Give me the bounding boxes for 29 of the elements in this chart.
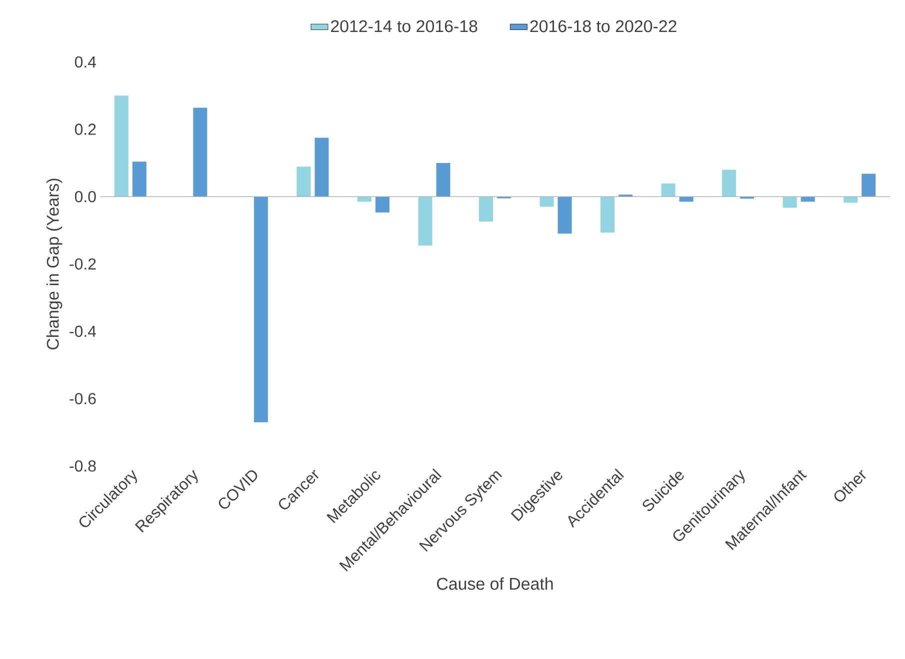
bar — [479, 196, 494, 222]
bar — [114, 96, 128, 197]
bar — [132, 162, 146, 197]
x-axis-title: Cause of Death — [437, 577, 553, 590]
bar — [722, 170, 736, 197]
y-tick-label: -0.2 — [70, 258, 96, 270]
y-tick-label: 0.2 — [74, 124, 96, 135]
bar — [193, 108, 208, 197]
bar — [418, 196, 432, 246]
y-tick-label: -0.8 — [70, 460, 96, 472]
y-tick-label: -0.6 — [70, 393, 96, 404]
bar — [844, 196, 858, 203]
bar — [314, 138, 329, 197]
bar — [600, 196, 615, 233]
bar — [375, 196, 390, 212]
bar — [254, 196, 268, 422]
bar — [558, 196, 572, 234]
bar — [661, 184, 676, 197]
bar — [782, 196, 797, 208]
bar — [540, 196, 554, 207]
bar — [436, 162, 450, 197]
y-tick-label: 0.0 — [74, 191, 96, 202]
y-tick-label: 0.4 — [74, 56, 96, 68]
bar — [296, 166, 311, 197]
bar — [862, 174, 876, 197]
legend-label: 2012-14 to 2016-18 — [331, 20, 478, 32]
legend-label: 2016-18 to 2020-22 — [530, 20, 676, 32]
y-tick-label: -0.4 — [70, 326, 96, 337]
y-axis-title: Change in Gap (Years) — [46, 178, 62, 350]
